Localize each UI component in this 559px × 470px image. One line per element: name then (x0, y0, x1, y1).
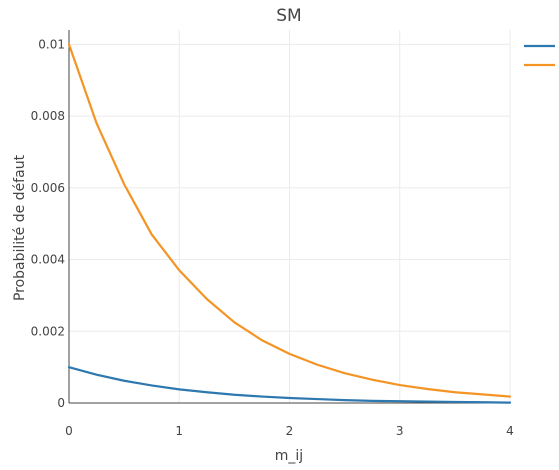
x-axis-title: m_ij (275, 448, 303, 464)
series-line-1 (67, 366, 512, 404)
y-tick-label: 0 (57, 396, 65, 410)
zero-line-group (68, 30, 510, 404)
series-line-2 (67, 43, 512, 398)
y-axis-title: Probabilité de défaut (12, 154, 28, 301)
y-axis-ticks: 0 0.002 0.004 0.006 0.008 0.01 (31, 37, 65, 410)
x-tick-label: 2 (286, 424, 294, 438)
x-tick-label: 0 (65, 424, 73, 438)
y-tick-label: 0.01 (38, 37, 65, 51)
chart-title: SM (276, 6, 301, 26)
x-tick-label: 1 (175, 424, 183, 438)
y-tick-label: 0.002 (31, 324, 65, 338)
x-tick-label: 4 (506, 424, 514, 438)
series-layer (67, 43, 512, 404)
gridlines (69, 30, 511, 403)
x-axis-ticks: 0 1 2 3 4 (65, 424, 514, 438)
y-tick-label: 0.008 (31, 109, 65, 123)
legend[interactable] (524, 44, 555, 67)
y-tick-label: 0.006 (31, 181, 65, 195)
x-tick-label: 3 (396, 424, 404, 438)
y-tick-label: 0.004 (31, 253, 65, 267)
